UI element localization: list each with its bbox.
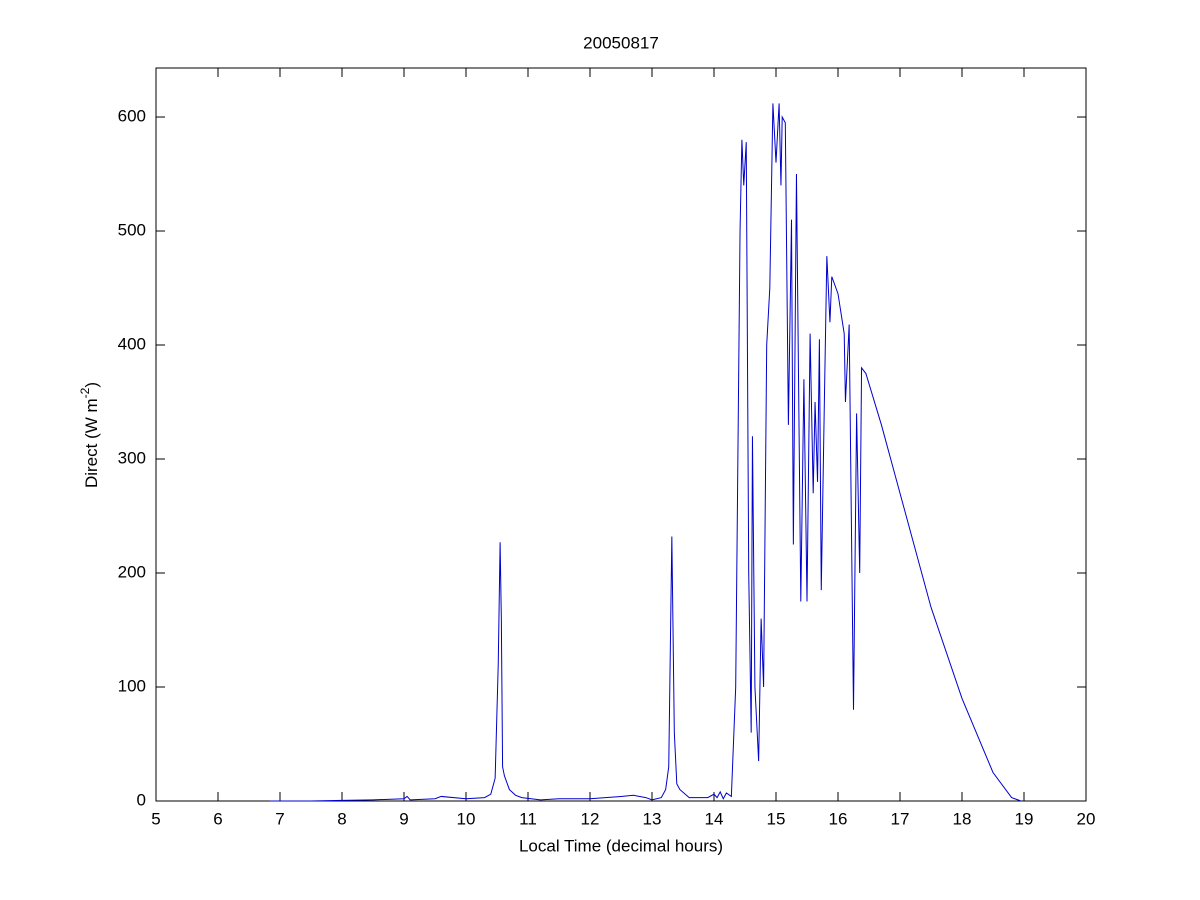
x-tick-label: 15 — [767, 809, 786, 828]
x-tick-label: 6 — [213, 809, 222, 828]
y-tick-label: 100 — [118, 676, 146, 695]
plot-area — [155, 67, 1087, 802]
y-tick-label: 500 — [118, 220, 146, 239]
x-tick-label: 19 — [1015, 809, 1034, 828]
y-tick-label: 200 — [118, 562, 146, 581]
y-axis-label: Direct (W m-2) — [78, 382, 101, 488]
x-tick-label: 17 — [891, 809, 910, 828]
x-tick-label: 11 — [519, 809, 537, 828]
x-tick-label: 10 — [457, 809, 476, 828]
y-tick-label: 300 — [118, 448, 146, 467]
x-tick-label: 20 — [1077, 809, 1096, 828]
y-tick-label: 600 — [118, 107, 146, 126]
y-tick-label: 400 — [118, 334, 146, 353]
x-tick-label: 5 — [151, 809, 160, 828]
x-tick-label: 8 — [337, 809, 346, 828]
x-tick-label: 14 — [705, 809, 724, 828]
data-line — [269, 103, 1022, 802]
x-tick-label: 16 — [829, 809, 848, 828]
x-tick-label: 9 — [399, 809, 408, 828]
x-tick-label: 18 — [953, 809, 972, 828]
x-tick-label: 12 — [581, 809, 600, 828]
y-tick-label: 0 — [137, 790, 146, 809]
chart-title: 20050817 — [583, 33, 659, 52]
x-axis-label: Local Time (decimal hours) — [519, 836, 723, 855]
x-tick-label: 13 — [643, 809, 662, 828]
x-tick-label: 7 — [275, 809, 284, 828]
